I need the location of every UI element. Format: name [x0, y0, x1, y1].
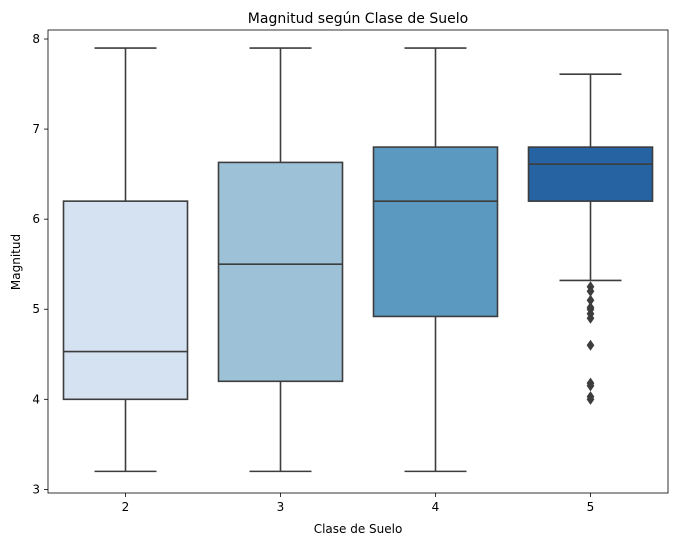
y-tick-label: 7	[32, 122, 40, 136]
plot-area	[62, 47, 654, 473]
chart-title: Magnitud según Clase de Suelo	[248, 11, 468, 27]
y-tick-label: 3	[32, 482, 40, 496]
x-axis-title: Clase de Suelo	[314, 522, 403, 536]
outlier-point	[586, 339, 595, 351]
box-group-2	[62, 47, 189, 473]
plot-frame	[47, 29, 669, 494]
outlier-point	[586, 393, 595, 405]
outlier-point	[586, 380, 595, 392]
iqr-box	[217, 161, 344, 383]
box-group-5	[527, 73, 654, 405]
y-tick-label: 4	[32, 392, 40, 406]
box-group-3	[217, 47, 344, 473]
x-tick-label: 3	[277, 500, 285, 514]
x-tick-label: 2	[122, 500, 130, 514]
x-tick-label: 4	[432, 500, 440, 514]
y-tick-label: 8	[32, 32, 40, 46]
y-tick-label: 5	[32, 302, 40, 316]
iqr-box	[527, 146, 654, 202]
outlier-point	[586, 312, 595, 324]
y-axis-title: Magnitud	[9, 234, 23, 290]
x-tick-label: 5	[587, 500, 595, 514]
iqr-box	[372, 146, 499, 318]
y-tick-label: 6	[32, 212, 40, 226]
box-group-4	[372, 47, 499, 473]
axes: 3 4 5 6 7 8 2 3 4 5	[32, 32, 594, 514]
iqr-box	[62, 200, 189, 401]
